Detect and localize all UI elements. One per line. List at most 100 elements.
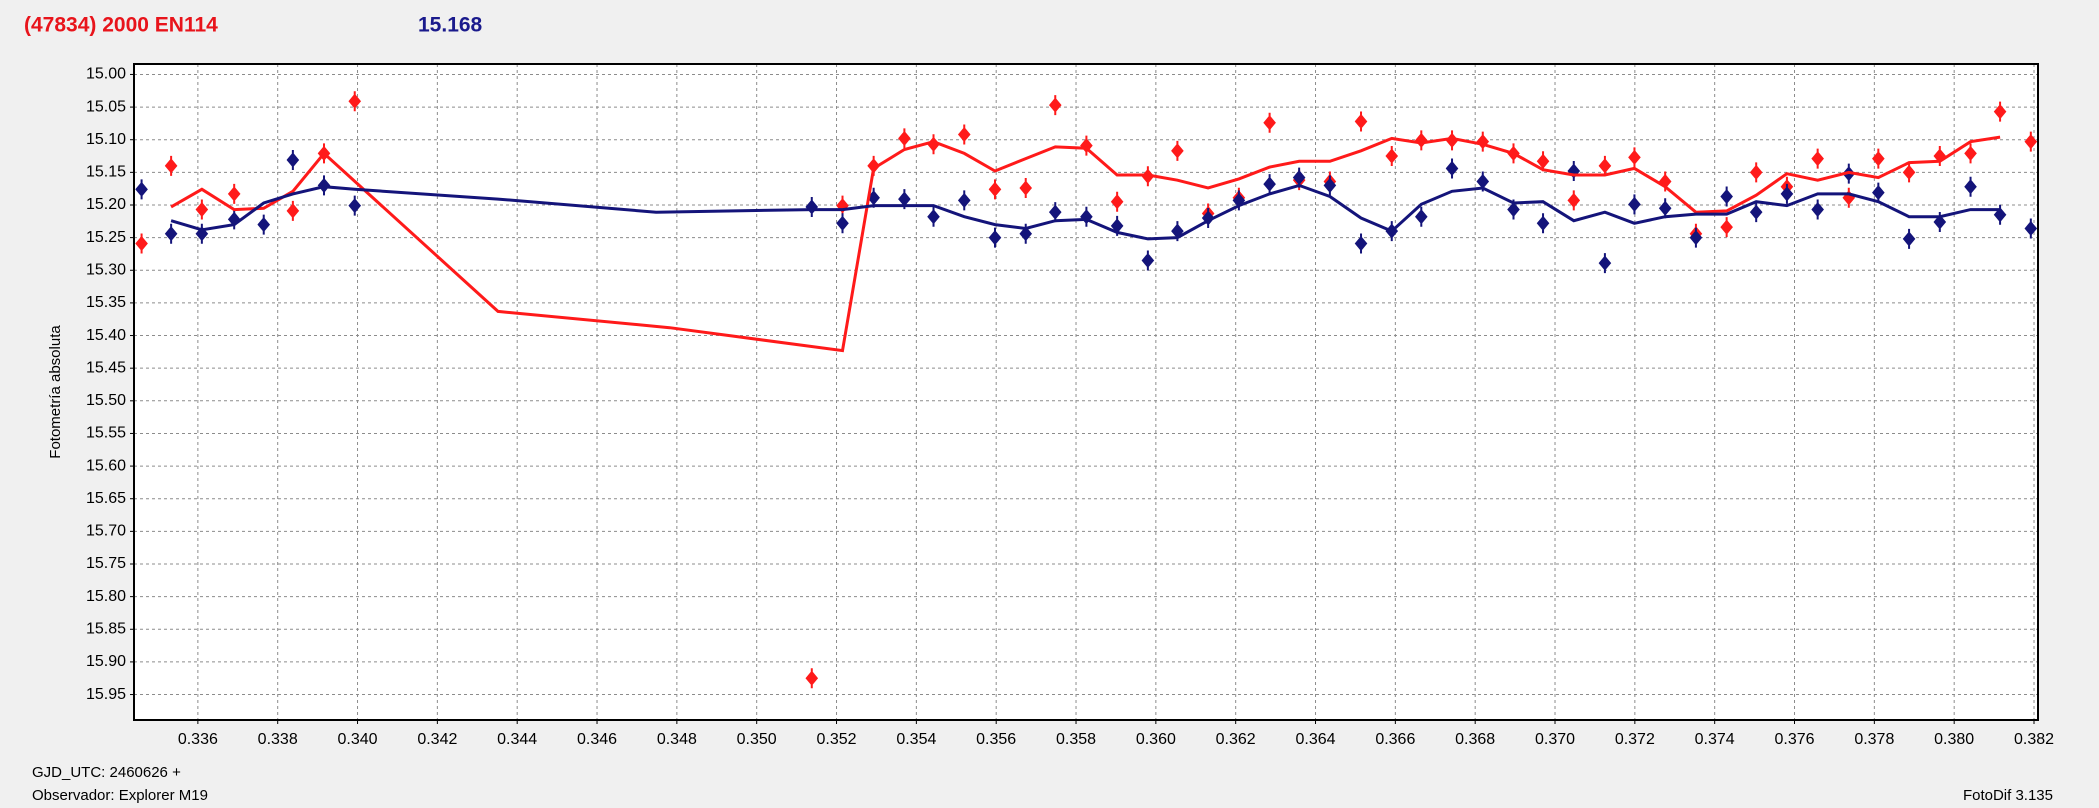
data-point xyxy=(1567,190,1581,211)
data-point xyxy=(1476,131,1490,152)
data-point xyxy=(1414,130,1428,151)
y-tick-label: 15.60 xyxy=(86,457,126,474)
data-point xyxy=(1872,182,1885,203)
data-point xyxy=(1263,174,1276,195)
data-point xyxy=(1263,112,1276,133)
y-tick-label: 15.00 xyxy=(86,66,126,83)
data-point xyxy=(1598,253,1612,274)
annotation: 15.168 xyxy=(418,14,483,37)
x-tick-label: 0.348 xyxy=(657,731,697,748)
data-point xyxy=(1019,178,1033,199)
data-point xyxy=(348,91,362,112)
x-tick-label: 0.336 xyxy=(178,731,218,748)
y-tick-label: 15.55 xyxy=(86,425,126,442)
data-point xyxy=(2024,131,2038,152)
y-tick-label: 15.40 xyxy=(86,327,126,344)
y-tick-label: 15.15 xyxy=(86,164,126,181)
data-point xyxy=(195,199,209,220)
x-tick-label: 0.362 xyxy=(1216,731,1256,748)
y-tick-label: 15.10 xyxy=(86,131,126,148)
data-point xyxy=(227,183,241,204)
y-tick-label: 15.90 xyxy=(86,653,126,670)
data-point xyxy=(348,195,362,216)
data-point xyxy=(1141,250,1155,271)
x-tick-label: 0.364 xyxy=(1295,731,1335,748)
data-point xyxy=(988,179,1002,200)
x-tick-label: 0.346 xyxy=(577,731,617,748)
data-point xyxy=(1811,148,1824,169)
data-point xyxy=(1749,162,1763,183)
data-point xyxy=(1536,151,1550,172)
y-tick-label: 15.25 xyxy=(86,229,126,246)
data-point xyxy=(164,223,178,244)
data-point xyxy=(898,128,911,149)
data-point xyxy=(1658,198,1672,219)
plot-area xyxy=(134,64,2038,720)
data-point xyxy=(1689,227,1703,248)
y-tick-label: 15.20 xyxy=(86,196,126,213)
series-line xyxy=(170,183,2001,241)
data-point xyxy=(1171,140,1184,161)
y-tick-label: 15.95 xyxy=(86,686,126,703)
footer-text: GJD_UTC: 2460626 + xyxy=(32,764,181,781)
data-point xyxy=(957,124,971,145)
data-point xyxy=(957,190,971,211)
y-tick-label: 15.80 xyxy=(86,588,126,605)
x-tick-label: 0.344 xyxy=(497,731,537,748)
data-point xyxy=(1354,111,1368,132)
x-tick-label: 0.370 xyxy=(1535,731,1575,748)
data-point xyxy=(135,179,148,200)
data-point xyxy=(1993,101,2007,122)
y-tick-label: 15.50 xyxy=(86,392,126,409)
data-point xyxy=(1964,176,1977,197)
y-tick-label: 15.30 xyxy=(86,261,126,278)
plot-border xyxy=(133,63,2039,721)
x-tick-label: 0.378 xyxy=(1854,731,1894,748)
x-tick-label: 0.356 xyxy=(976,731,1016,748)
x-tick-label: 0.340 xyxy=(338,731,378,748)
data-point xyxy=(1811,199,1824,220)
y-tick-label: 15.70 xyxy=(86,523,126,540)
data-point xyxy=(2024,218,2038,239)
data-point xyxy=(1720,217,1733,238)
y-tick-label: 15.35 xyxy=(86,294,126,311)
data-point xyxy=(1445,158,1459,179)
data-point xyxy=(1385,146,1399,167)
data-point xyxy=(1536,213,1550,234)
data-point xyxy=(988,227,1002,248)
data-point xyxy=(1048,95,1062,116)
data-point xyxy=(1354,233,1368,254)
data-point xyxy=(1902,228,1916,249)
x-tick-label: 0.376 xyxy=(1774,731,1814,748)
y-axis-label: Fotometría absoluta xyxy=(47,325,64,459)
footer-text: Observador: Explorer M19 xyxy=(32,787,208,804)
data-point xyxy=(1964,143,1977,164)
y-tick-label: 15.85 xyxy=(86,620,126,637)
data-point xyxy=(1780,183,1794,204)
data-point xyxy=(1323,175,1337,196)
data-point xyxy=(1414,206,1428,227)
data-point xyxy=(1048,202,1062,223)
y-tick-label: 15.75 xyxy=(86,555,126,572)
x-tick-label: 0.382 xyxy=(2014,731,2054,748)
data-point xyxy=(1749,202,1763,223)
x-tick-label: 0.372 xyxy=(1615,731,1655,748)
y-tick-label: 15.05 xyxy=(86,98,126,115)
data-point xyxy=(135,233,148,254)
data-point xyxy=(836,213,849,234)
footer-text: FotoDif 3.135 xyxy=(1963,787,2053,804)
x-tick-label: 0.366 xyxy=(1375,731,1415,748)
data-point xyxy=(1720,186,1733,207)
y-tick-label: 15.65 xyxy=(86,490,126,507)
data-point xyxy=(805,668,819,689)
x-tick-label: 0.380 xyxy=(1934,731,1974,748)
data-point xyxy=(1110,191,1124,212)
plot-layer: 15.00 15.05 15.10 15.15 15.20 15.25 15.30 15.35… xyxy=(86,64,2054,748)
x-tick-label: 0.360 xyxy=(1136,731,1176,748)
data-point xyxy=(1628,194,1641,215)
series-line xyxy=(170,135,2001,353)
y-tick-label: 15.45 xyxy=(86,359,126,376)
x-tick-label: 0.354 xyxy=(896,731,936,748)
